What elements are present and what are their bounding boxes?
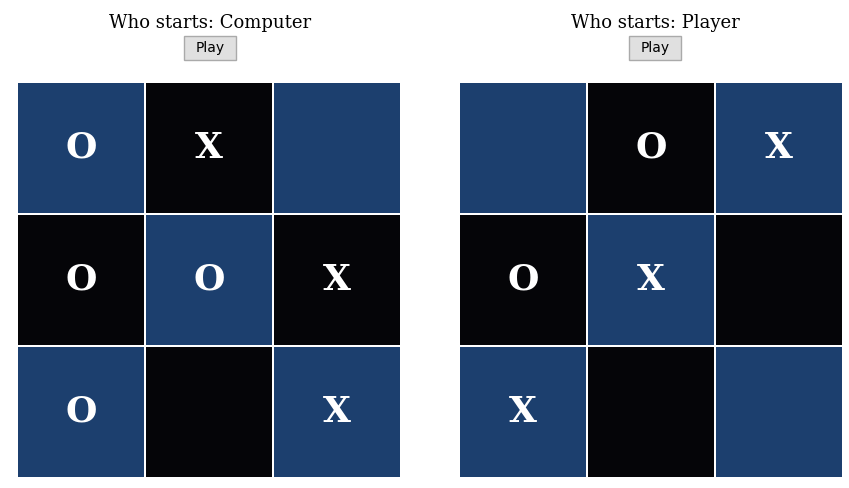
Text: Who starts: Computer: Who starts: Computer xyxy=(109,14,311,32)
FancyBboxPatch shape xyxy=(184,36,236,60)
Bar xyxy=(460,347,586,477)
Bar xyxy=(588,83,714,213)
Bar xyxy=(716,215,842,345)
Text: X: X xyxy=(637,263,665,297)
FancyBboxPatch shape xyxy=(629,36,681,60)
Bar xyxy=(588,215,714,345)
Bar xyxy=(146,347,272,477)
Bar xyxy=(274,83,400,213)
Text: O: O xyxy=(65,263,97,297)
Bar xyxy=(274,347,400,477)
Bar xyxy=(274,215,400,345)
Text: X: X xyxy=(323,395,351,429)
Text: X: X xyxy=(765,131,793,165)
Text: O: O xyxy=(65,131,97,165)
Text: X: X xyxy=(509,395,537,429)
Text: Play: Play xyxy=(195,41,225,55)
Text: O: O xyxy=(194,263,225,297)
Text: Who starts: Player: Who starts: Player xyxy=(571,14,739,32)
Bar xyxy=(716,83,842,213)
Text: X: X xyxy=(323,263,351,297)
Text: X: X xyxy=(195,131,223,165)
Bar xyxy=(460,215,586,345)
Bar xyxy=(18,347,144,477)
Text: O: O xyxy=(65,395,97,429)
Bar xyxy=(146,83,272,213)
Bar xyxy=(18,83,144,213)
Bar xyxy=(460,83,586,213)
Bar xyxy=(716,347,842,477)
Bar xyxy=(146,215,272,345)
Text: O: O xyxy=(508,263,538,297)
Bar xyxy=(18,215,144,345)
Text: Play: Play xyxy=(640,41,670,55)
Text: O: O xyxy=(635,131,666,165)
Bar xyxy=(588,347,714,477)
